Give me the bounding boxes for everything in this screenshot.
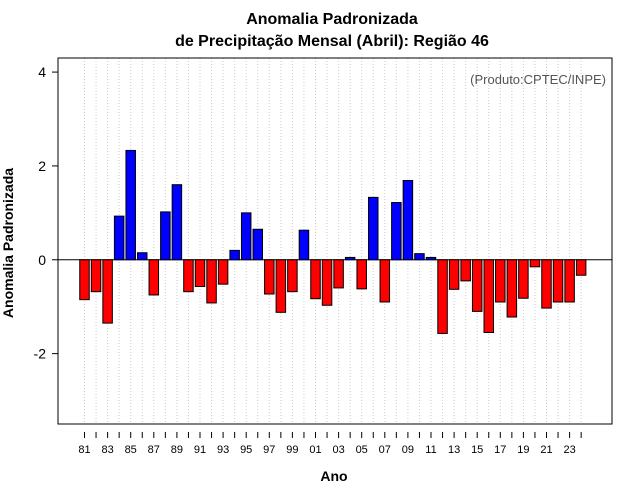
bar-95 <box>240 212 252 261</box>
bar-81 <box>79 259 90 301</box>
bar-14 <box>460 259 471 282</box>
x-tick-label: 91 <box>194 444 206 456</box>
x-tick-label: 23 <box>563 444 575 456</box>
bar-21 <box>541 259 552 309</box>
x-tick-label: 09 <box>402 444 414 456</box>
x-tick-label: 19 <box>517 444 529 456</box>
x-tick-label: 99 <box>286 444 298 456</box>
bar-04 <box>344 256 356 261</box>
bar-19 <box>518 259 529 299</box>
x-tick-label: 11 <box>425 444 436 456</box>
bar-93 <box>217 259 229 285</box>
x-tick-label: 17 <box>494 444 506 456</box>
bar-84 <box>113 215 125 261</box>
bar-06 <box>368 196 379 261</box>
x-axis-label: Ano <box>320 468 347 484</box>
bar-10 <box>414 253 425 261</box>
x-tick-label: 83 <box>101 444 113 456</box>
bar-23 <box>564 259 575 303</box>
bar-86 <box>137 252 148 261</box>
y-tick-label: 4 <box>38 64 46 80</box>
bar-17 <box>495 259 506 303</box>
y-axis: -2 0 2 4 <box>34 64 58 362</box>
bars <box>79 149 587 334</box>
x-tick-label: 95 <box>240 444 252 456</box>
bar-90 <box>183 259 194 293</box>
bar-16 <box>483 259 494 333</box>
bar-85 <box>125 149 136 261</box>
chart-title-line2: de Precipitação Mensal (Abril): Região 4… <box>175 33 489 50</box>
y-tick-label: 0 <box>38 252 46 268</box>
bar-18 <box>506 259 518 318</box>
x-tick-label: 93 <box>217 444 229 456</box>
bar-97 <box>264 259 275 295</box>
x-tick-label: 21 <box>540 444 552 456</box>
plot-frame <box>57 57 613 425</box>
bar-09 <box>402 179 414 261</box>
bar-12 <box>437 259 448 334</box>
grid-lines <box>84 58 582 424</box>
bar-13 <box>448 259 460 290</box>
x-tick-label: 03 <box>332 444 344 456</box>
bar-92 <box>206 259 217 304</box>
bar-83 <box>102 259 113 324</box>
bar-91 <box>194 259 206 288</box>
y-tick-label: -2 <box>34 346 47 362</box>
bar-99 <box>287 259 298 293</box>
bar-01 <box>310 259 321 300</box>
bar-00 <box>298 229 310 261</box>
x-tick-label: 85 <box>125 444 137 456</box>
bar-20 <box>529 259 541 268</box>
bar-94 <box>229 249 240 261</box>
bar-24 <box>575 259 587 276</box>
bar-88 <box>160 211 171 261</box>
x-tick-label: 97 <box>263 444 275 456</box>
x-tick-label: 05 <box>356 444 368 456</box>
bar-07 <box>379 259 391 303</box>
x-tick-label: 13 <box>448 444 460 456</box>
bar-89 <box>171 184 183 261</box>
bar-03 <box>333 259 344 289</box>
bar-22 <box>552 259 564 303</box>
x-tick-label: 01 <box>309 444 321 456</box>
product-annotation: (Produto:CPTEC/INPE) <box>470 72 606 87</box>
bar-82 <box>90 259 102 293</box>
x-tick-label: 89 <box>171 444 183 456</box>
bar-08 <box>391 202 402 261</box>
bar-02 <box>321 259 333 306</box>
chart-title-line1: Anomalia Padronizada <box>246 11 418 28</box>
bar-05 <box>356 259 367 290</box>
y-axis-label: Anomalia Padronizada <box>0 168 16 318</box>
x-axis: 81 83 85 87 89 91 93 95 97 99 01 03 05 07 09 11 13 15 17 19… <box>78 432 582 456</box>
x-tick-label: 07 <box>379 444 391 456</box>
bar-96 <box>252 228 263 261</box>
bar-15 <box>471 259 483 312</box>
x-tick-label: 87 <box>148 444 160 456</box>
x-tick-label: 81 <box>78 444 90 456</box>
bar-87 <box>148 259 160 296</box>
x-tick-label: 15 <box>471 444 483 456</box>
bar-98 <box>275 259 287 313</box>
y-tick-label: 2 <box>38 158 46 174</box>
bar-11 <box>425 256 437 261</box>
